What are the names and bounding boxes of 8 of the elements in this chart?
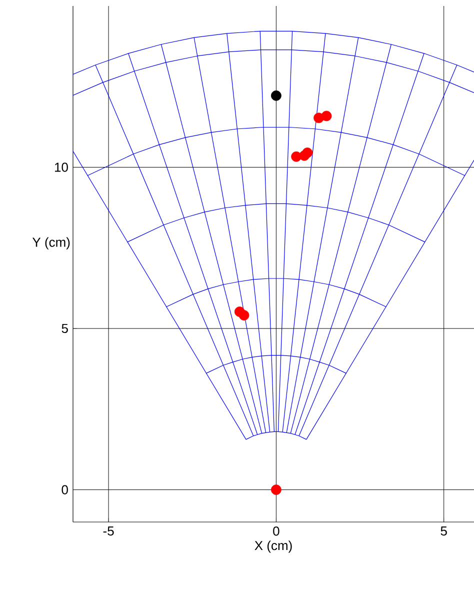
x-tick-label: 5 (440, 526, 447, 536)
y-axis-title: Y (cm) (32, 237, 70, 250)
x-tick-label: 0 (273, 526, 280, 536)
x-tick-label: -5 (103, 526, 114, 536)
y-tick-label: 5 (62, 324, 68, 334)
y-tick-label: 10 (54, 162, 68, 172)
y-tick-label: 0 (62, 485, 68, 494)
x-axis-title: X (cm) (254, 540, 292, 553)
